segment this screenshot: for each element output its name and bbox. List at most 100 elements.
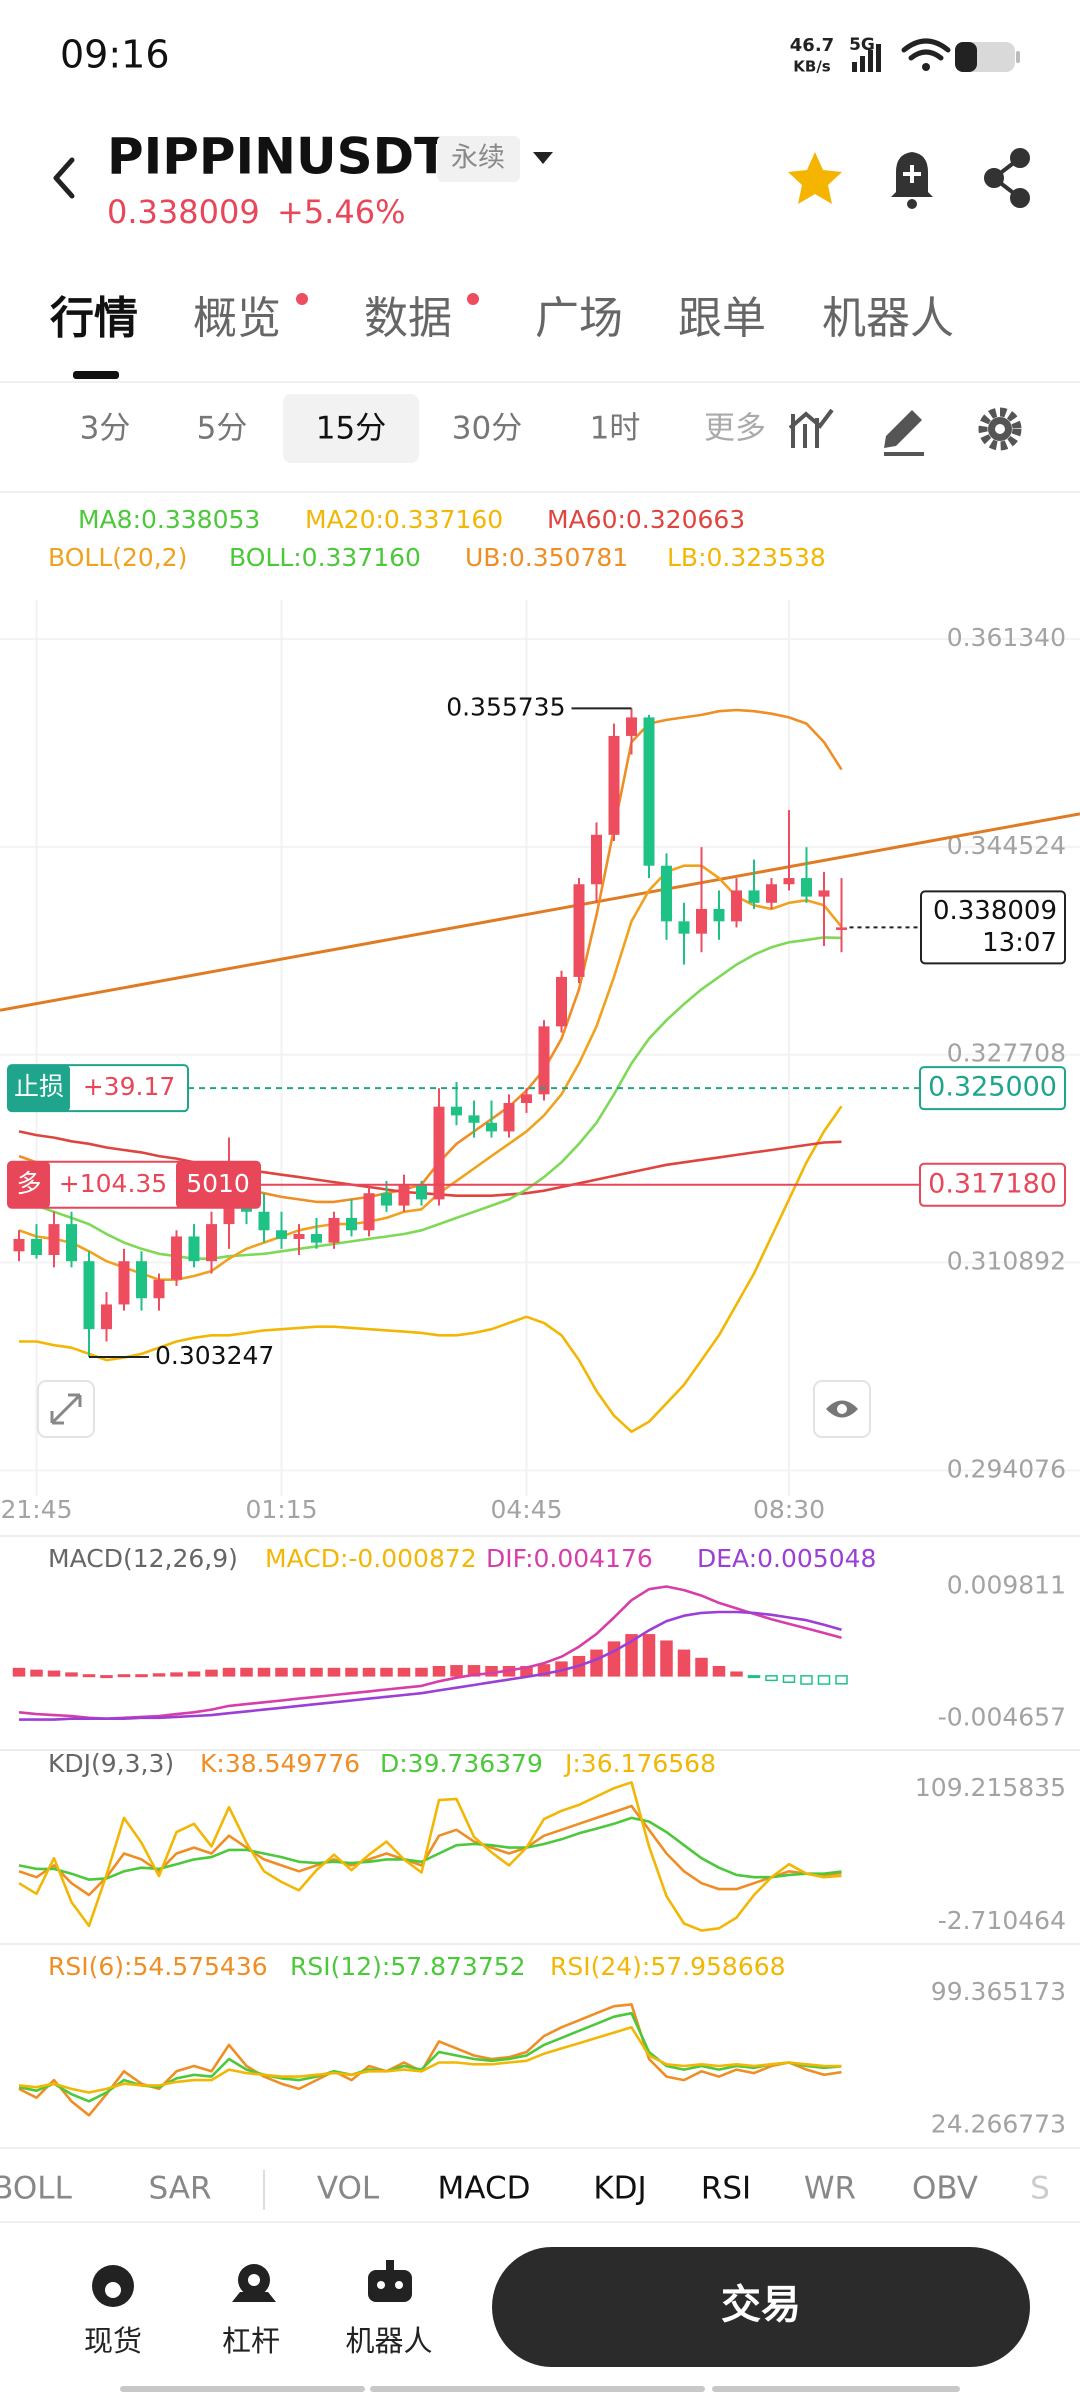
stop-tag-bg [8, 1065, 70, 1112]
candle-body [801, 878, 812, 897]
interval[interactable]: 5分 [197, 411, 248, 447]
draw-tool-icon[interactable] [884, 410, 924, 456]
macd-bar [432, 1665, 446, 1677]
indicator-tab[interactable]: VOL [317, 2171, 380, 2207]
y-tick-label: 0.310892 [947, 1247, 1066, 1276]
tab[interactable]: 广场 [535, 293, 623, 344]
candle-body [556, 976, 567, 1027]
indicator-tab[interactable]: RSI [701, 2171, 751, 2207]
gesture-bar [120, 2386, 960, 2392]
x-tick-label: 08:30 [753, 1495, 825, 1524]
interval[interactable]: 30分 [452, 411, 522, 447]
interval[interactable]: 15分 [316, 411, 386, 447]
alert-bell[interactable] [891, 152, 933, 209]
macd-bar [240, 1667, 253, 1677]
stop-tag: 止损 [14, 1072, 64, 1101]
tab[interactable]: 机器人 [822, 293, 954, 344]
x-tick-label: 04:45 [490, 1495, 562, 1524]
header-price: 0.338009 [107, 193, 260, 231]
legend-entry: BOLL:0.337160 [229, 543, 421, 572]
macd-bar [397, 1667, 411, 1677]
macd-bar [800, 1675, 813, 1685]
macd-bar [12, 1667, 26, 1677]
x-tick-label: 21:45 [0, 1495, 72, 1524]
bot-icon[interactable] [368, 2260, 412, 2302]
macd-bar [292, 1667, 306, 1677]
visibility-button[interactable] [813, 1380, 871, 1438]
macd-bar [275, 1667, 288, 1677]
indicator-tab[interactable]: S [1030, 2171, 1050, 2207]
tab-dot [296, 293, 308, 305]
tab[interactable]: 概览 [193, 293, 281, 344]
macd-bar [450, 1665, 463, 1677]
interval[interactable]: 3分 [80, 411, 131, 447]
candle-body [206, 1224, 217, 1262]
countdown: 13:07 [982, 928, 1057, 958]
indicator-tab[interactable]: WR [804, 2171, 856, 2207]
indicator-tab[interactable]: MACD [438, 2171, 531, 2207]
candle-body [748, 890, 760, 903]
indicator-tab[interactable]: OBV [912, 2171, 978, 2207]
settings-icon[interactable] [978, 407, 1022, 451]
y-tick-label: 0.327708 [947, 1039, 1066, 1068]
symbol: PIPPINUSDT [107, 128, 448, 186]
legend-entry: J:36.176568 [563, 1749, 716, 1778]
margin-icon[interactable] [232, 2264, 276, 2302]
x-tick-label: 01:15 [245, 1495, 317, 1524]
macd-bar [747, 1675, 761, 1679]
net-speed-unit: KB/s [793, 58, 831, 76]
indicator-tab[interactable]: BOLL [0, 2171, 73, 2207]
candle-body [416, 1184, 427, 1200]
candle-body [188, 1236, 200, 1262]
position-tag: 多 [16, 1169, 41, 1198]
macd-bar [82, 1674, 96, 1678]
candle-body [153, 1279, 165, 1299]
macd-bar [660, 1640, 673, 1677]
y-tick-label: 109.215835 [915, 1773, 1066, 1802]
nav-margin[interactable]: 杠杆 [222, 2324, 280, 2358]
trade-label[interactable]: 交易 [721, 2282, 801, 2328]
tab[interactable]: 行情 [50, 293, 138, 344]
legend-entry: BOLL(20,2) [48, 543, 187, 572]
indicator-line [19, 1610, 842, 1721]
macd-bar [117, 1674, 131, 1678]
legend-entry: MACD(12,26,9) [48, 1544, 238, 1573]
last-price: 0.338009 [933, 896, 1057, 926]
interval[interactable]: 更多 [704, 411, 766, 447]
candle-body [276, 1230, 287, 1239]
candle-body [538, 1026, 550, 1095]
back-button[interactable] [53, 157, 75, 199]
macd-bar [327, 1667, 341, 1677]
tab[interactable]: 数据 [364, 293, 452, 344]
trade-button[interactable] [492, 2247, 1030, 2367]
legend-entry: MA20:0.337160 [305, 505, 503, 534]
candle-body [118, 1261, 130, 1305]
indicator-line [18, 1804, 842, 1897]
macd-bar [607, 1641, 621, 1677]
tab-dot [467, 293, 479, 305]
interval[interactable]: 1时 [590, 411, 641, 447]
indicator-line [18, 1130, 842, 1197]
indicator-tab[interactable]: KDJ [593, 2171, 646, 2207]
indicator-tab[interactable]: SAR [149, 2171, 212, 2207]
chart-type-icon[interactable] [788, 408, 834, 448]
legend-entry: MA8:0.338053 [78, 505, 260, 534]
share-button[interactable] [984, 148, 1030, 208]
favorite-star[interactable] [788, 152, 842, 204]
spot-icon[interactable] [92, 2265, 134, 2307]
macd-bar [152, 1673, 166, 1677]
nav-bot[interactable]: 机器人 [345, 2324, 432, 2358]
symbol-dropdown[interactable] [533, 152, 553, 164]
y-tick-label: 99.365173 [931, 1977, 1066, 2006]
y-tick-label: 24.266773 [931, 2109, 1066, 2138]
fullscreen-button[interactable] [37, 1380, 95, 1438]
indicator-line [18, 1585, 842, 1720]
tab[interactable]: 跟单 [678, 293, 766, 344]
macd-bar [47, 1670, 61, 1677]
nav-spot[interactable]: 现货 [84, 2324, 142, 2358]
macd-bar [590, 1649, 603, 1677]
position-size: 5010 [186, 1169, 250, 1198]
candle-body [31, 1238, 42, 1256]
